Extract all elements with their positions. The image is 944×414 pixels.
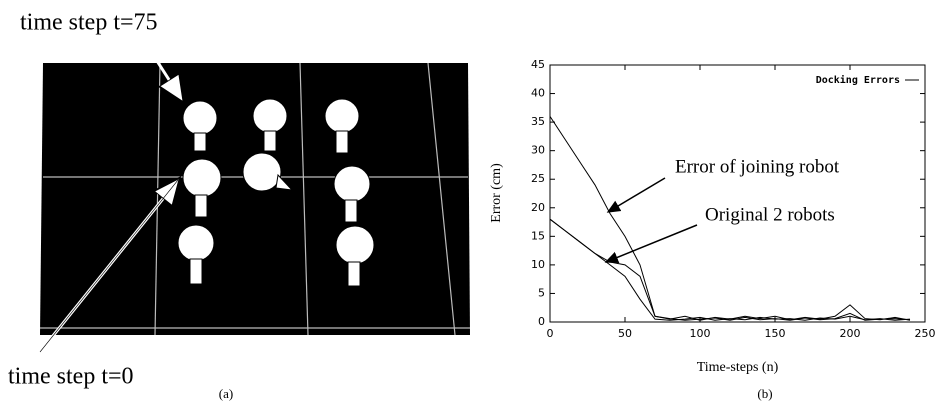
caption: (a) [219, 386, 233, 401]
x-tick-label: 150 [765, 327, 786, 340]
series-line [550, 219, 910, 320]
y-tick-label: 10 [531, 258, 545, 271]
y-tick-label: 25 [531, 172, 545, 185]
x-tick-label: 200 [840, 327, 861, 340]
y-tick-label: 20 [531, 201, 545, 214]
y-tick-label: 45 [531, 58, 545, 71]
annotation: time step t=0 [8, 364, 134, 390]
robot-scene [40, 50, 470, 352]
y-tick-label: 0 [538, 315, 545, 328]
legend-label: Docking Errors [816, 74, 900, 86]
x-tick-label: 0 [547, 327, 554, 340]
annotation-arrow [608, 178, 665, 212]
annotation: Error of joining robot [675, 156, 840, 177]
annotation-arrow [606, 225, 697, 262]
figure: time step t=75 time step t=0 (a) 0 5 10 15 2… [0, 0, 944, 409]
annotation: time step t=75 [20, 10, 158, 36]
x-tick-label: 50 [618, 327, 632, 340]
y-axis-label: Error (cm) [489, 163, 504, 223]
caption: (b) [757, 386, 772, 401]
x-tick-label: 100 [690, 327, 711, 340]
x-axis-label: Time-steps (n) [697, 360, 779, 375]
y-tick-label: 15 [531, 229, 545, 242]
y-tick-label: 40 [531, 87, 545, 100]
y-tick-label: 5 [538, 286, 545, 299]
y-tick-label: 30 [531, 144, 545, 157]
annotation: Original 2 robots [705, 204, 835, 225]
x-tick-label: 250 [915, 327, 936, 340]
y-tick-label: 35 [531, 115, 545, 128]
plot-frame [550, 65, 925, 322]
series-line [550, 219, 910, 320]
